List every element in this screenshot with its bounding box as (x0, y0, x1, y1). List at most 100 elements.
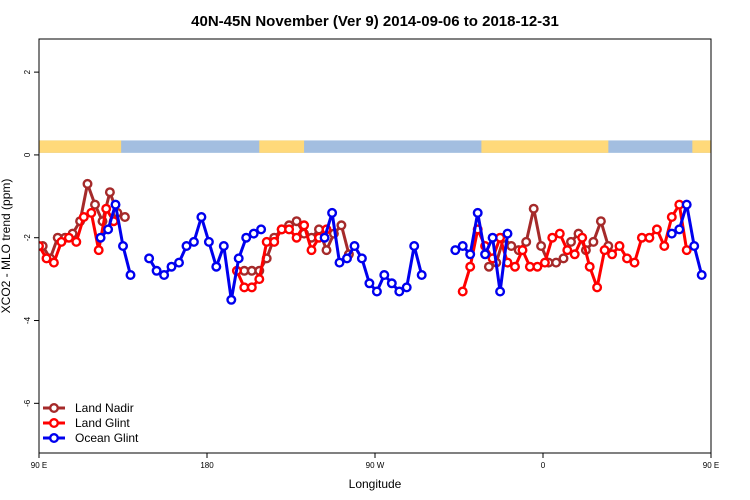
data-point (558, 253, 569, 264)
data-point (356, 253, 367, 264)
x-tick-label: 90 W (366, 461, 385, 470)
data-point (101, 203, 112, 214)
data-point (465, 261, 476, 272)
x-tick-label: 90 E (31, 461, 47, 470)
data-point (532, 261, 543, 272)
data-point (599, 245, 610, 256)
data-point (536, 240, 547, 251)
data-point (510, 261, 521, 272)
data-point (547, 232, 558, 243)
surface-land-segment (39, 140, 122, 153)
data-point (592, 282, 603, 293)
data-point (299, 220, 310, 231)
data-point (241, 232, 252, 243)
y-axis-title: XCO2 - MLO trend (ppm) (0, 179, 13, 314)
data-point (666, 211, 677, 222)
data-point (480, 249, 491, 260)
x-axis-title: Longitude (349, 477, 402, 491)
data-point (248, 228, 259, 239)
data-point (291, 232, 302, 243)
data-point (595, 216, 606, 227)
data-point (717, 255, 725, 263)
data-point (104, 187, 115, 198)
series-line (461, 203, 689, 292)
legend-item: Ocean Glint (43, 431, 139, 445)
y-axis: 2 0 -2 -4 -6 (23, 69, 39, 407)
series-layer (39, 178, 747, 305)
surface-ocean-band (39, 140, 711, 153)
data-point (528, 203, 539, 214)
data-point (188, 236, 199, 247)
data-point (562, 245, 573, 256)
data-point (724, 267, 732, 275)
data-point (681, 245, 692, 256)
data-point (681, 199, 692, 210)
data-point (739, 263, 747, 271)
data-point (110, 199, 121, 210)
data-point (181, 240, 192, 251)
legend-marker (49, 418, 60, 429)
data-point (291, 216, 302, 227)
x-tick-label: 90 E (703, 461, 719, 470)
data-point (117, 240, 128, 251)
data-point (607, 249, 618, 260)
data-point (334, 257, 345, 268)
data-point (103, 224, 114, 235)
x-tick-label: 0 (541, 461, 546, 470)
data-point (732, 271, 740, 279)
data-point (584, 261, 595, 272)
series-land-glint (39, 199, 692, 297)
data-point (371, 286, 382, 297)
data-point (696, 270, 707, 281)
data-point (89, 199, 100, 210)
surface-land-segment (259, 140, 305, 153)
data-point (379, 270, 390, 281)
y-tick-label: -6 (23, 399, 32, 407)
surface-strip (39, 140, 711, 153)
data-point (483, 261, 494, 272)
data-point (551, 257, 562, 268)
data-point (48, 257, 59, 268)
data-point (539, 257, 550, 268)
data-point (306, 245, 317, 256)
data-point (394, 286, 405, 297)
surface-land-segment (481, 140, 609, 153)
data-point (651, 224, 662, 235)
data-point (284, 224, 295, 235)
data-point (409, 240, 420, 251)
data-point (119, 211, 130, 222)
data-point (211, 261, 222, 272)
data-point (502, 228, 513, 239)
x-axis: 90 E 180 90 W 0 90 E (31, 453, 719, 470)
data-point (226, 294, 237, 305)
data-point (457, 240, 468, 251)
data-point (78, 211, 89, 222)
data-point (336, 220, 347, 231)
data-point (674, 224, 685, 235)
data-point (319, 232, 330, 243)
data-point (63, 232, 74, 243)
data-point (254, 274, 265, 285)
data-point (196, 211, 207, 222)
chart-title: 40N-45N November (Ver 9) 2014-09-06 to 2… (191, 13, 559, 30)
data-point (86, 207, 97, 218)
legend-label: Ocean Glint (75, 431, 139, 445)
data-point (457, 286, 468, 297)
data-point (349, 240, 360, 251)
data-point (472, 207, 483, 218)
legend-item: Land Glint (43, 416, 130, 430)
data-point (521, 236, 532, 247)
data-point (327, 207, 338, 218)
data-point (659, 240, 670, 251)
legend-label: Land Glint (75, 416, 130, 430)
x-tick-label: 180 (200, 461, 214, 470)
data-point (364, 278, 375, 289)
data-point (622, 253, 633, 264)
data-point (666, 228, 677, 239)
legend-marker (49, 403, 60, 414)
y-tick-label: 0 (23, 152, 32, 157)
data-point (173, 257, 184, 268)
